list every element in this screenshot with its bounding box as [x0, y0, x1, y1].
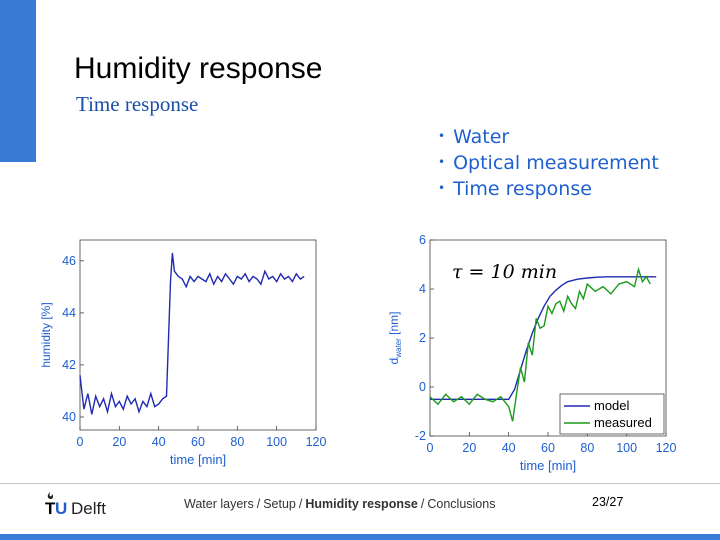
slide-title: Humidity response — [74, 52, 323, 85]
breadcrumb: Water layers / Setup / Humidity response / Con… — [184, 497, 495, 511]
x-tick-label: 100 — [616, 441, 637, 455]
y-tick-label: 44 — [62, 306, 76, 320]
footer-strip — [0, 534, 720, 540]
y-axis-label: dwater [nm] — [387, 312, 403, 365]
bullet-text: Optical measurement — [453, 152, 659, 174]
breadcrumb-item[interactable]: Humidity response — [305, 497, 418, 511]
tau-annotation: τ = 10 min — [452, 261, 557, 283]
bullet-dot-icon: • — [438, 129, 446, 143]
humidity-chart: 0 20 40 60 80 100 120 40 42 44 46 time [min] humidit… — [39, 239, 327, 467]
series-line-model — [430, 276, 657, 400]
x-tick-label: 60 — [191, 435, 205, 449]
breadcrumb-separator: / — [298, 497, 303, 511]
bullet-item: • Time response — [438, 176, 659, 202]
x-tick-label: 100 — [266, 435, 287, 449]
series-line-0 — [79, 252, 305, 415]
bullet-list: • Water • Optical measurement • Time respon… — [438, 124, 659, 202]
footer-divider — [0, 483, 720, 484]
x-tick-label: 40 — [152, 435, 166, 449]
bullet-dot-icon: • — [438, 155, 446, 169]
x-tick-label: 0 — [77, 435, 84, 449]
y-tick-label: 2 — [419, 331, 426, 345]
bullet-text: Water — [453, 126, 510, 148]
flame-icon — [47, 492, 54, 499]
svg-text:U: U — [55, 499, 67, 518]
breadcrumb-separator: / — [420, 497, 425, 511]
y-tick-label: -2 — [415, 429, 426, 443]
bullet-dot-icon: • — [438, 181, 446, 195]
legend-label: model — [594, 398, 630, 413]
slide-subtitle: Time response — [76, 92, 199, 116]
x-tick-label: 120 — [656, 441, 677, 455]
y-tick-label: 6 — [419, 233, 426, 247]
y-tick-label: 46 — [62, 254, 76, 268]
bullet-item: • Optical measurement — [438, 150, 659, 176]
series-line-measured — [429, 266, 651, 422]
x-tick-label: 80 — [580, 441, 594, 455]
breadcrumb-item[interactable]: Setup — [263, 497, 296, 511]
svg-text:T: T — [45, 499, 56, 518]
page-number: 23/27 — [592, 495, 624, 509]
plot-frame — [79, 239, 317, 431]
y-axis-label-main: d — [387, 358, 401, 365]
legend-label: measured — [594, 415, 652, 430]
bullet-item: • Water — [438, 124, 659, 150]
y-tick-label: 4 — [419, 282, 426, 296]
x-tick-label: 0 — [427, 441, 434, 455]
x-tick-label: 20 — [462, 441, 476, 455]
x-tick-label: 20 — [112, 435, 126, 449]
x-tick-label: 80 — [230, 435, 244, 449]
breadcrumb-item[interactable]: Conclusions — [427, 497, 496, 511]
y-axis-label: humidity [%] — [39, 302, 53, 367]
accent-bar — [0, 0, 36, 162]
bullet-text: Time response — [453, 178, 592, 200]
x-axis-label: time [min] — [520, 458, 576, 473]
x-tick-label: 60 — [541, 441, 555, 455]
y-tick-label: 40 — [62, 410, 76, 424]
y-tick-label: 0 — [419, 380, 426, 394]
y-axis-label-unit: [nm] — [387, 312, 401, 339]
legend-box — [559, 393, 665, 435]
x-axis-label: time [min] — [170, 452, 226, 467]
svg-text:Delft: Delft — [71, 499, 106, 518]
tudelft-logo: T U Delft — [45, 492, 106, 518]
breadcrumb-separator: / — [256, 497, 261, 511]
x-tick-label: 120 — [306, 435, 327, 449]
y-tick-label: 42 — [62, 358, 76, 372]
breadcrumb-item[interactable]: Water layers — [184, 497, 254, 511]
y-axis-label-subscript: water — [394, 338, 403, 359]
x-tick-label: 40 — [502, 441, 516, 455]
